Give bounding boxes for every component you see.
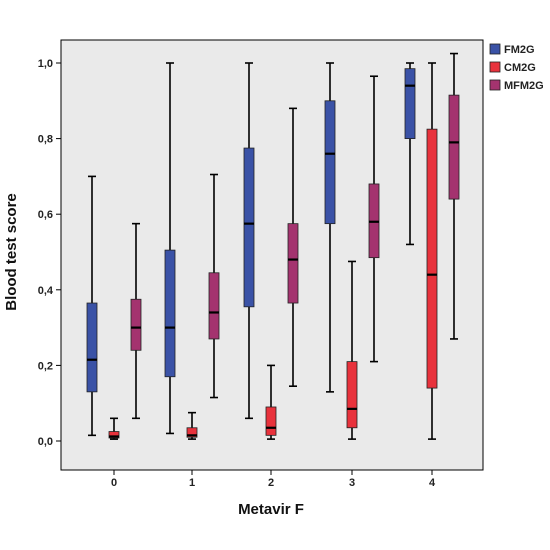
box-iqr xyxy=(86,302,98,393)
legend-swatch-fm2g xyxy=(489,43,501,55)
box-iqr xyxy=(346,361,358,429)
y-axis-title: Blood test score xyxy=(3,193,20,311)
plot-area xyxy=(60,39,484,471)
box xyxy=(108,417,120,440)
box xyxy=(426,62,438,440)
box-iqr xyxy=(324,100,336,225)
x-axis: 0 1 2 3 4 xyxy=(111,470,436,489)
y-tick-label: 0,6 xyxy=(38,209,53,221)
box-iqr xyxy=(448,94,460,200)
box xyxy=(186,411,198,440)
y-tick-label: 0,2 xyxy=(38,360,53,372)
x-tick-label: 0 xyxy=(111,477,117,489)
y-tick-label: 0,4 xyxy=(38,285,54,297)
x-tick-label: 3 xyxy=(349,477,355,489)
x-tick-label: 2 xyxy=(268,477,274,489)
box xyxy=(208,173,220,399)
box-iqr xyxy=(130,298,142,351)
box-iqr xyxy=(265,406,277,436)
box-iqr xyxy=(186,427,198,438)
box xyxy=(346,260,358,440)
legend-swatch-mfm2g xyxy=(489,79,501,91)
legend-label-cm2g: CM2G xyxy=(504,62,536,74)
box xyxy=(324,62,336,393)
x-tick-label: 1 xyxy=(189,477,195,489)
box xyxy=(243,62,255,420)
box xyxy=(448,52,460,340)
box xyxy=(164,62,176,435)
box-series-group xyxy=(86,52,460,440)
box xyxy=(130,222,142,420)
series-mfm2g xyxy=(130,52,460,420)
y-tick-label: 0,8 xyxy=(38,134,53,146)
y-tick-label: 0,0 xyxy=(38,436,53,448)
box xyxy=(404,62,416,246)
legend-label-mfm2g: MFM2G xyxy=(504,80,544,92)
y-tick-label: 1,0 xyxy=(38,58,53,70)
box-iqr xyxy=(287,223,299,304)
x-tick-label: 4 xyxy=(429,477,436,489)
box-iqr xyxy=(108,431,120,439)
legend-swatch-cm2g xyxy=(489,61,501,73)
box xyxy=(368,75,380,363)
series-cm2g xyxy=(108,62,438,440)
box xyxy=(287,107,299,387)
box-iqr xyxy=(426,128,438,389)
box-iqr xyxy=(243,147,255,308)
box-iqr xyxy=(208,272,220,340)
series-fm2g xyxy=(86,62,416,437)
x-axis-title: Metavir F xyxy=(238,501,304,518)
legend: FM2G CM2G MFM2G xyxy=(489,43,544,92)
box-iqr xyxy=(164,249,176,378)
box xyxy=(265,364,277,440)
box-iqr xyxy=(404,68,416,139)
y-axis: 0,0 0,2 0,4 0,6 0,8 1,0 xyxy=(38,58,61,448)
legend-label-fm2g: FM2G xyxy=(504,44,535,56)
box xyxy=(86,175,98,437)
